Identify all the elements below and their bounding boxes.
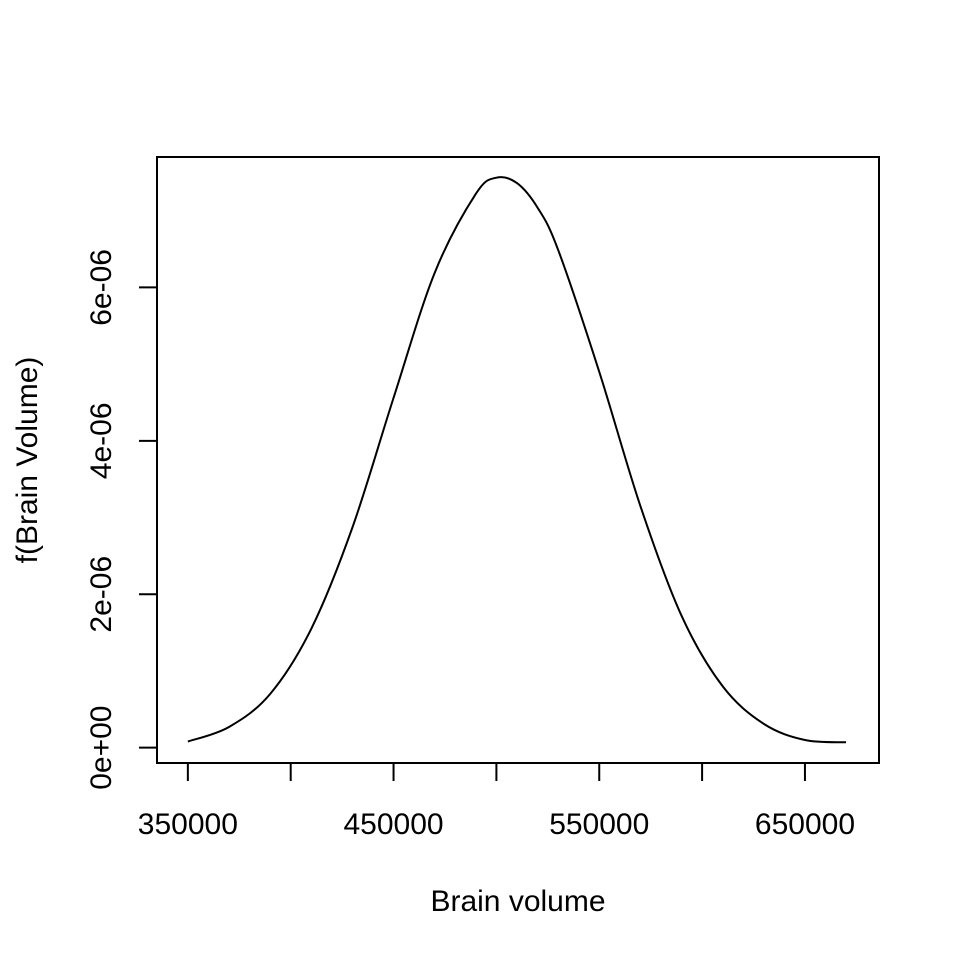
y-tick-label: 6e-06	[85, 249, 118, 326]
plot-frame	[156, 156, 880, 764]
y-axis-label: f(Brain Volume)	[11, 357, 44, 564]
x-axis: 350000 450000 550000 650000	[138, 762, 855, 841]
x-tick-label: 350000	[138, 808, 238, 841]
density-curve	[187, 176, 847, 744]
y-axis: 0e+00 2e-06 4e-06 6e-06	[85, 249, 158, 790]
y-tick-label: 4e-06	[85, 402, 118, 479]
x-tick-label: 450000	[343, 808, 443, 841]
y-tick-label: 0e+00	[85, 706, 118, 790]
x-tick-label: 550000	[549, 808, 649, 841]
x-tick-label: 650000	[755, 808, 855, 841]
y-tick-label: 2e-06	[85, 556, 118, 633]
x-axis-label: Brain volume	[430, 885, 605, 918]
